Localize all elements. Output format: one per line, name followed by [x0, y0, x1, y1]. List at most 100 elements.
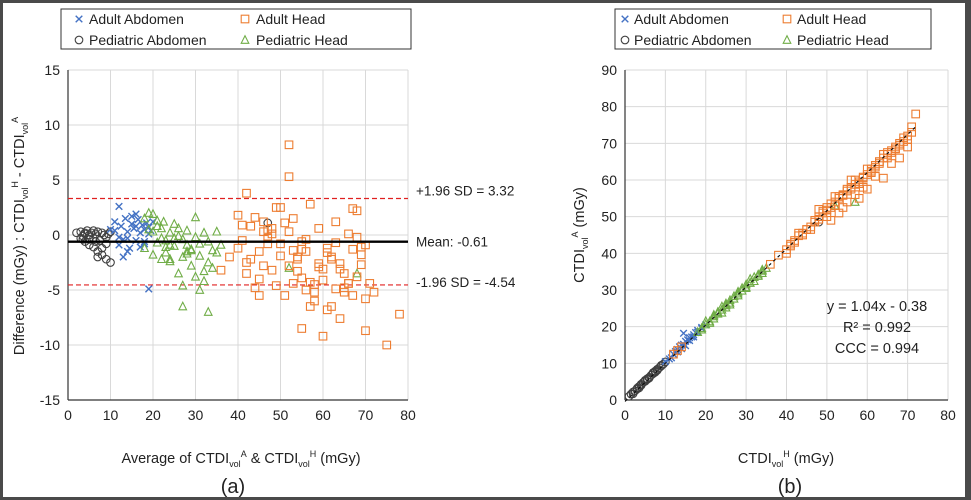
legend-a-box — [60, 8, 412, 50]
chart-a-point-adult-head — [365, 279, 375, 288]
chart-a-point-adult-head — [322, 243, 332, 253]
chart-a-ytick-label: 10 — [44, 117, 60, 133]
chart-a-point-adult-head — [276, 251, 285, 261]
chart-b-point-adult-head — [830, 192, 840, 201]
chart-a-point-adult-head — [382, 340, 392, 350]
chart-a-point-adult-head — [233, 210, 243, 220]
chart-b-xtick-label: 80 — [940, 407, 956, 423]
chart-a-point-adult-head — [335, 259, 345, 268]
chart-a-point-pediatric-head — [186, 244, 196, 255]
chart-a-point-adult-head — [331, 284, 341, 294]
chart-a-point-adult-head — [254, 291, 264, 300]
chart-b-ytick-label: 50 — [601, 209, 617, 225]
chart-a-point-pediatric-head — [199, 227, 209, 237]
chart-b-xtick-label: 50 — [819, 407, 835, 423]
chart-a-point-adult-head — [361, 294, 370, 304]
chart-b-xtick-label: 70 — [900, 407, 916, 423]
chart-a-point-adult-head — [237, 236, 247, 245]
chart-a-x-axis-title: Average of CTDIvolA & CTDIvolH (mGy) — [121, 449, 360, 469]
chart-a-point-adult-head — [310, 287, 319, 297]
chart-a-point-pediatric-abdomen — [82, 226, 92, 235]
chart-b-point-pediatric-head — [753, 270, 763, 280]
chart-a-point-pediatric-head — [158, 216, 169, 226]
chart-b-point-adult-head — [858, 173, 868, 183]
chart-b-xtick-label: 0 — [621, 407, 629, 423]
chart-a-point-adult-head — [356, 250, 366, 260]
chart-a-point-pediatric-abdomen — [89, 226, 98, 235]
chart-b-point-adult-head — [842, 184, 852, 194]
chart-a-point-adult-abdomen — [110, 226, 119, 235]
chart-b-ytick-label: 30 — [601, 282, 617, 298]
legend-a-adult-abdomen-label: Adult Abdomen — [89, 11, 184, 27]
chart-a-point-adult-head — [395, 309, 404, 319]
chart-b-ytick-label: 40 — [601, 245, 617, 261]
chart-a-point-adult-head — [225, 252, 234, 262]
chart-a-mean-label: Mean: -0.61 — [416, 235, 488, 250]
chart-a-point-pediatric-head — [173, 230, 184, 240]
chart-a-point-adult-head — [267, 229, 277, 239]
chart-b-point-pediatric-abdomen — [656, 360, 666, 370]
chart-b-point-pediatric-head — [757, 265, 767, 275]
chart-a-point-adult-head — [267, 265, 277, 275]
chart-a-point-adult-head — [263, 239, 273, 249]
chart-a-point-adult-abdomen — [119, 253, 128, 261]
chart-b-point-adult-head — [810, 215, 820, 225]
chart-b-point-pediatric-head — [745, 273, 755, 283]
legend-b-pediatric-abdomen: Pediatric Abdomen — [620, 32, 752, 48]
chart-b-point-pediatric-head — [717, 307, 727, 317]
chart-a-point-adult-head — [335, 314, 345, 323]
chart-a-point-pediatric-head — [284, 262, 294, 272]
legend-b-pediatric-head-label: Pediatric Head — [797, 32, 889, 48]
chart-b-point-adult-head — [842, 197, 852, 207]
chart-a-point-adult-head — [284, 172, 294, 182]
chart-a-point-pediatric-head — [190, 211, 201, 222]
chart-a-ytick-label: 0 — [52, 227, 60, 243]
pediatric-head-legend-symbol — [240, 34, 250, 44]
chart-b-xtick-label: 40 — [779, 407, 795, 423]
chart-a-point-adult-head — [267, 224, 277, 233]
panel-a: Adult Abdomen Adult Head Pediatric Abdom… — [60, 8, 412, 50]
pediatric-abdomen-legend-marker-icon — [74, 35, 84, 45]
chart-a-point-pediatric-head — [203, 306, 213, 316]
chart-a-point-pediatric-head — [161, 241, 171, 251]
chart-a-point-pediatric-abdomen — [84, 235, 94, 244]
chart-a-point-adult-head — [288, 279, 298, 288]
chart-a-point-pediatric-head — [199, 275, 209, 286]
chart-b-point-pediatric-head — [729, 290, 739, 301]
chart-a-point-adult-head — [352, 272, 362, 282]
chart-a-ytick-label: -15 — [40, 392, 60, 408]
chart-b-x-axis-title: CTDIvolH (mGy) — [738, 449, 834, 469]
chart-a-point-pediatric-head — [178, 280, 188, 290]
chart-a-ytick-label: 5 — [52, 172, 60, 188]
chart-a-point-pediatric-head — [207, 244, 218, 255]
pediatric-head-legend-marker-icon — [240, 34, 250, 44]
legend-a-pediatric-abdomen: Pediatric Abdomen — [74, 32, 207, 48]
chart-b-point-pediatric-head — [749, 271, 759, 282]
chart-a-point-pediatric-head — [161, 247, 171, 257]
chart-a-point-adult-head — [216, 265, 226, 275]
chart-a-point-adult-head — [361, 326, 370, 336]
chart-b-ytick-label: 60 — [601, 172, 617, 188]
chart-a-point-adult-abdomen — [127, 220, 136, 228]
chart-a-point-adult-head — [322, 305, 332, 315]
chart-b-point-adult-head — [895, 153, 904, 163]
chart-a-ytick-label: -10 — [40, 337, 60, 353]
chart-a-point-adult-abdomen — [132, 222, 140, 230]
chart-a-point-adult-head — [276, 203, 285, 212]
chart-a-point-adult-abdomen — [115, 233, 123, 241]
chart-a-point-pediatric-head — [156, 222, 167, 233]
chart-a-point-pediatric-head — [173, 222, 184, 233]
chart-b-point-adult-head — [879, 173, 888, 183]
chart-a-point-adult-head — [237, 220, 247, 230]
chart-a-point-adult-head — [293, 254, 302, 264]
caption-a: (a) — [221, 476, 245, 497]
chart-a-point-pediatric-head — [156, 253, 167, 264]
legend-b-box — [614, 8, 932, 50]
chart-a-point-pediatric-abdomen — [97, 243, 107, 253]
chart-b-point-adult-abdomen — [679, 329, 688, 338]
chart-a-point-pediatric-head — [148, 208, 158, 218]
chart-a-point-pediatric-head — [190, 271, 201, 281]
chart-a-point-adult-head — [284, 261, 294, 271]
chart-a-point-pediatric-head — [165, 227, 175, 237]
chart-a-point-pediatric-abdomen — [93, 252, 103, 262]
